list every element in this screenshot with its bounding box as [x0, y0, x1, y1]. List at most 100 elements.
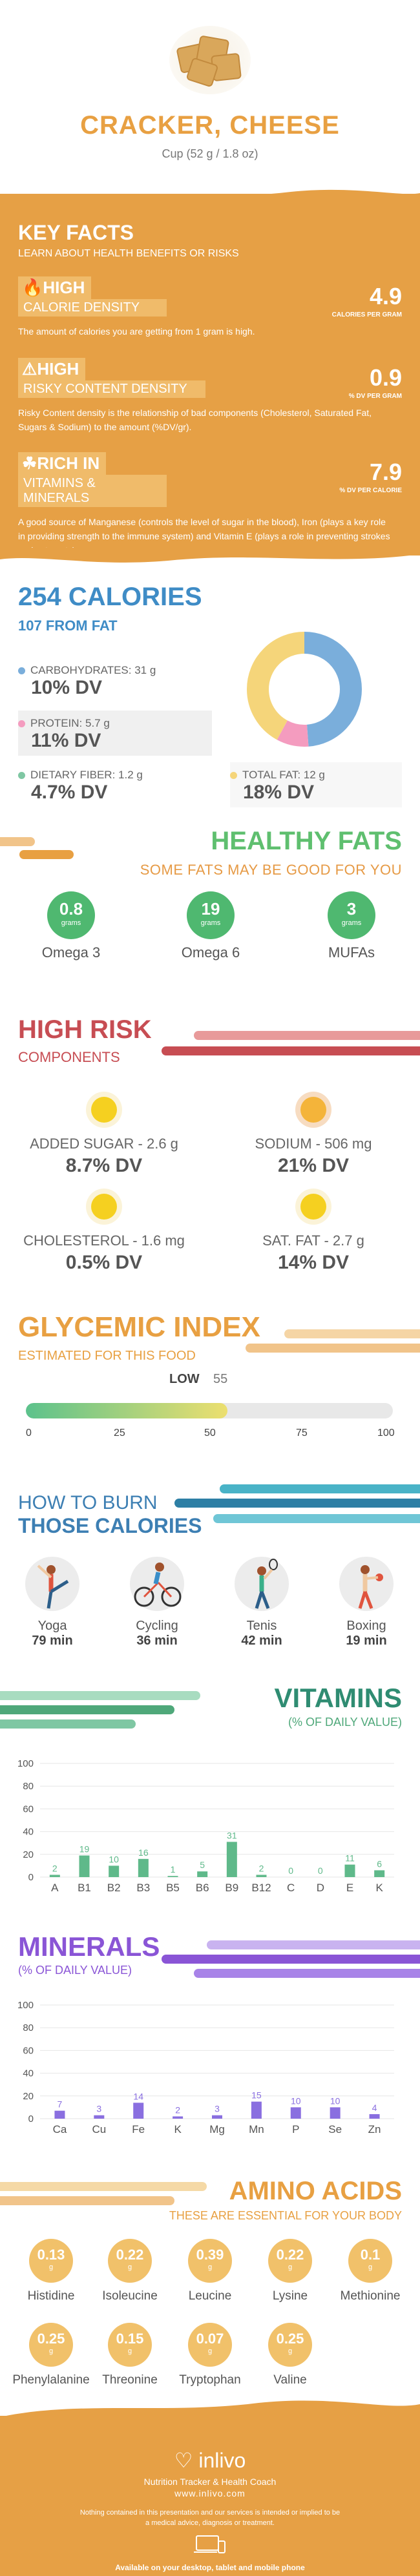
vitamin-category-label: B6 [196, 1882, 209, 1894]
risk-added-sugar: ADDED SUGAR - 2.6 g 8.7% DV [10, 1092, 198, 1177]
vitamin-bar [256, 1875, 267, 1877]
vitamin-y-tick: 100 [17, 1758, 34, 1769]
fat-unit: grams [61, 919, 81, 927]
mineral-value-label: 14 [133, 2091, 143, 2101]
mineral-category-label: P [292, 2123, 299, 2135]
decor-stripe [194, 1031, 420, 1040]
mineral-value-label: 2 [175, 2104, 180, 2115]
burn-subtitle: THOSE CALORIES [18, 1514, 202, 1537]
heart-icon: ♡ [174, 2449, 193, 2472]
decor-stripe [220, 1484, 420, 1493]
fat-unit: grams [341, 919, 362, 927]
decor-stripe [174, 1499, 420, 1508]
amino-value: 0.22 [276, 2247, 304, 2263]
amino-title: AMINO ACIDS [229, 2177, 402, 2205]
decor-stripe [194, 1969, 420, 1978]
fat-name: Omega 6 [181, 944, 240, 961]
vitamin-category-label: B5 [166, 1882, 180, 1894]
fat-value: 19 [201, 899, 220, 919]
fact-description: Risky Content density is the relationshi… [18, 408, 372, 432]
vitamin-bar [197, 1871, 208, 1877]
risk-sodium: SODIUM - 506 mg 21% DV [220, 1092, 407, 1177]
activity-time: 19 min [346, 1634, 387, 1648]
risk-dv: 0.5% DV [65, 1252, 143, 1273]
devices-icon [194, 2535, 226, 2553]
mineral-y-tick: 40 [23, 2068, 34, 2079]
vitamin-y-tick: 40 [23, 1827, 34, 1838]
risk-dv: 14% DV [277, 1252, 350, 1273]
decor-stripe [213, 1514, 420, 1523]
vitamin-bar [49, 1875, 60, 1877]
donut-slice-fat [247, 632, 362, 747]
mineral-y-tick: 0 [28, 2114, 34, 2124]
mineral-bar [251, 2101, 262, 2119]
fact-value: 4.9 [369, 283, 402, 309]
smiley-icon [295, 1092, 331, 1128]
burn-title: HOW TO BURN [18, 1492, 158, 1513]
calories-title: 254 CALORIES [18, 583, 202, 611]
vitamin-value-label: 11 [345, 1853, 355, 1864]
amino-name: Methionine [340, 2289, 401, 2303]
amino-unit: g [127, 2347, 132, 2355]
fact-value: 7.9 [369, 459, 402, 485]
calories-from-fat: 107 FROM FAT [18, 618, 118, 634]
mineral-value-label: 7 [58, 2099, 63, 2110]
vitamin-category-label: D [317, 1882, 324, 1894]
amino-circle: 0.25 g [29, 2323, 73, 2367]
cycling-icon [130, 1557, 184, 1611]
mineral-value-label: 3 [215, 2104, 220, 2114]
vitamins-subtitle: (% OF DAILY VALUE) [288, 1716, 402, 1729]
high-risk-title: HIGH RISK [18, 1015, 152, 1044]
smiley-icon [295, 1189, 331, 1225]
footer-disclaimer: Nothing contained in this presentation a… [79, 2509, 341, 2527]
fact-name: CALORIE DENSITY [18, 299, 167, 317]
food-title: CRACKER, CHEESE [80, 111, 340, 140]
activity-name: Cycling [136, 1619, 178, 1633]
amino-value: 0.25 [37, 2331, 65, 2347]
vitamin-value-label: 0 [288, 1865, 293, 1876]
carbs-dot [18, 667, 25, 674]
risk-label: SODIUM - 506 mg [255, 1136, 372, 1152]
risk-sat-fat: SAT. FAT - 2.7 g 14% DV [220, 1189, 407, 1274]
vitamin-value-label: 31 [227, 1830, 237, 1840]
glycemic-bar-fill [26, 1403, 228, 1418]
fact-value: 0.9 [369, 364, 402, 391]
fat-value: 3 [346, 899, 357, 919]
amino-value: 0.39 [196, 2247, 224, 2263]
amino-unit: g [127, 2263, 132, 2271]
mineral-category-label: Zn [368, 2123, 381, 2135]
risk-dv: 8.7% DV [65, 1155, 143, 1176]
yoga-icon [25, 1557, 79, 1611]
amino-name: Phenylalanine [12, 2373, 90, 2387]
activity-name: Yoga [37, 1619, 67, 1633]
key-facts-section: KEY FACTS LEARN ABOUT HEALTH BENEFITS OR… [0, 194, 420, 556]
vitamin-value-label: 16 [138, 1847, 149, 1858]
amino-name: Lysine [272, 2289, 308, 2303]
vitamin-value-label: 19 [79, 1844, 90, 1854]
amino-unit: g [207, 2347, 213, 2355]
activity-time: 36 min [136, 1634, 178, 1648]
inlivo-logo[interactable]: ♡ inlivo [0, 2448, 420, 2473]
calories-donut-chart [247, 632, 362, 747]
amino-circle: 0.39 g [188, 2239, 232, 2283]
decor-stripe [0, 1691, 200, 1700]
decor-stripe [284, 1329, 420, 1338]
serving-size: Cup (52 g / 1.8 oz) [162, 147, 258, 160]
amino-phenylalanine: 0.25 g Phenylalanine [9, 2323, 93, 2387]
decor-stripe [162, 1955, 420, 1964]
fact-name: VITAMINS & MINERALS [18, 475, 167, 507]
footer-site-link[interactable]: www.inlivo.com [174, 2488, 246, 2498]
decor-stripe [0, 2196, 174, 2205]
glycemic-subtitle: ESTIMATED FOR THIS FOOD [18, 1349, 196, 1363]
smiley-icon [86, 1189, 122, 1225]
leaf-icon: ☘ [22, 453, 37, 473]
vitamin-bar [109, 1865, 120, 1877]
glycemic-bar [26, 1403, 393, 1418]
mineral-bar [369, 2114, 380, 2119]
activity-time: 42 min [241, 1634, 282, 1648]
vitamin-category-label: A [51, 1882, 59, 1894]
amino-circle: 0.22 g [108, 2239, 152, 2283]
activity-cycling: Cycling 36 min [121, 1557, 193, 1648]
decor-stripe [0, 1719, 136, 1729]
